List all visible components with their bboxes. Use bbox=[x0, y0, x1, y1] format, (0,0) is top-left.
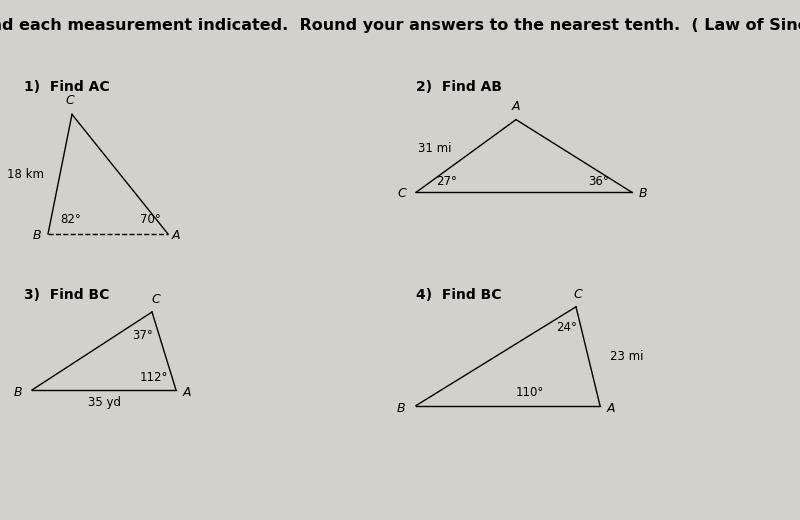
Text: A: A bbox=[182, 386, 191, 399]
Text: C: C bbox=[66, 94, 74, 107]
Text: B: B bbox=[396, 401, 405, 415]
Text: 35 yd: 35 yd bbox=[87, 396, 121, 409]
Text: C: C bbox=[398, 187, 406, 200]
Text: B: B bbox=[33, 228, 42, 241]
Text: C: C bbox=[152, 293, 160, 306]
Text: 1)  Find AC: 1) Find AC bbox=[24, 80, 110, 94]
Text: 112°: 112° bbox=[140, 371, 168, 384]
Text: 36°: 36° bbox=[588, 175, 609, 188]
Text: 31 mi: 31 mi bbox=[418, 141, 452, 155]
Text: 23 mi: 23 mi bbox=[610, 349, 643, 363]
Text: 37°: 37° bbox=[132, 329, 153, 342]
Text: A: A bbox=[606, 401, 615, 415]
Text: 24°: 24° bbox=[556, 321, 577, 334]
Text: 70°: 70° bbox=[140, 213, 161, 226]
Text: 3)  Find BC: 3) Find BC bbox=[24, 288, 110, 302]
Text: 2)  Find AB: 2) Find AB bbox=[416, 80, 502, 94]
Text: A: A bbox=[172, 228, 181, 241]
Text: 4)  Find BC: 4) Find BC bbox=[416, 288, 502, 302]
Text: A: A bbox=[512, 100, 520, 113]
Text: 18 km: 18 km bbox=[7, 167, 44, 180]
Text: B: B bbox=[638, 187, 647, 200]
Text: Find each measurement indicated.  Round your answers to the nearest tenth.  ( La: Find each measurement indicated. Round y… bbox=[0, 18, 800, 33]
Text: 82°: 82° bbox=[60, 213, 81, 226]
Text: C: C bbox=[574, 288, 582, 301]
Text: 110°: 110° bbox=[516, 386, 544, 399]
Text: B: B bbox=[14, 386, 22, 399]
Text: 27°: 27° bbox=[436, 175, 457, 188]
